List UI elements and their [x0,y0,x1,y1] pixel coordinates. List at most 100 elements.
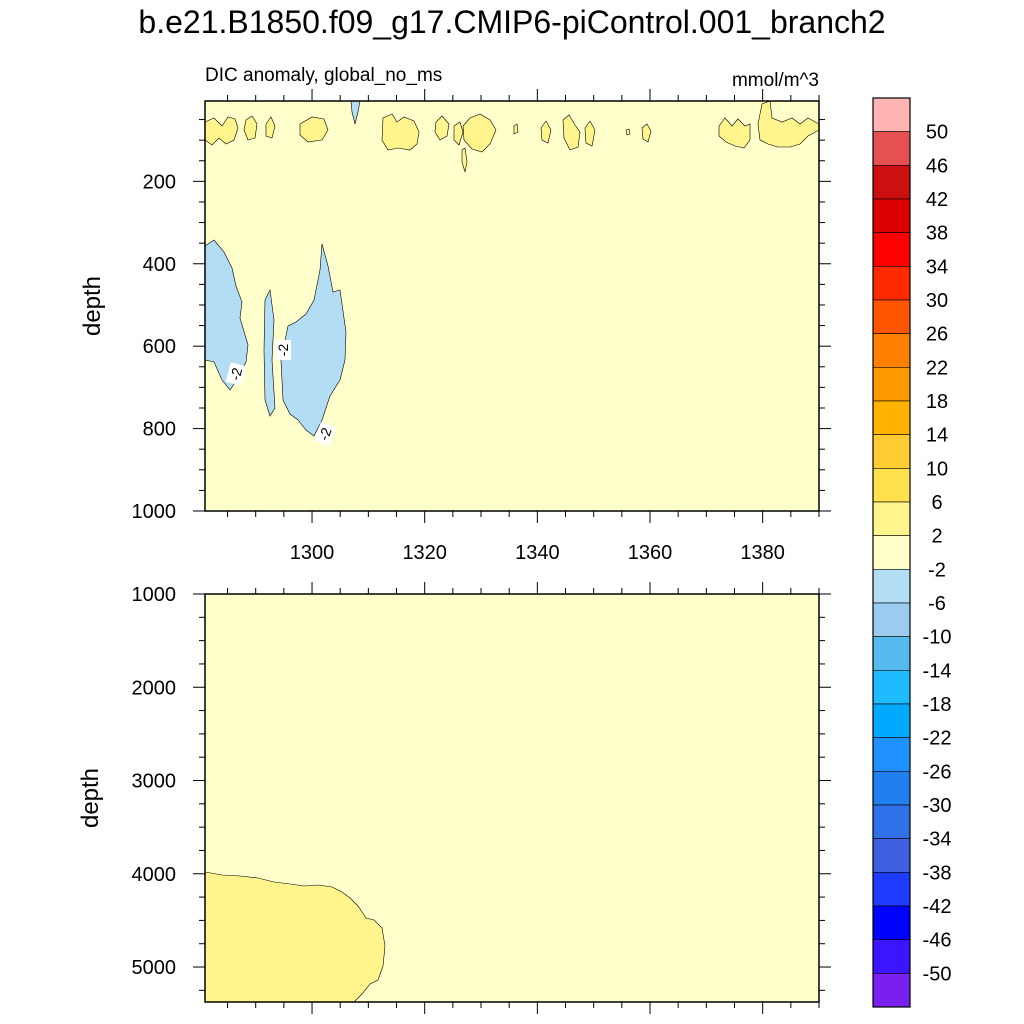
x-tick-label: 1360 [628,542,673,564]
colorbar-swatch [872,501,911,536]
upper-left-label: DIC anomaly, global_no_ms [205,65,442,86]
colorbar-label: -42 [923,896,952,918]
contour-label-2: -2 [275,340,291,360]
contour-pos-13 [584,120,596,147]
x-tick-label: 1380 [740,542,785,564]
colorbar-swatch [872,232,911,267]
contour-pos-8 [462,113,497,153]
contour-pos-10 [513,123,519,135]
colorbar-swatch [872,602,911,637]
colorbar-frame [872,97,911,1008]
svg-text:-2: -2 [227,366,246,382]
colorbar-label: -10 [923,627,952,649]
colorbar-swatch [872,569,911,604]
colorbar-swatch [872,367,911,402]
svg-text:-2: -2 [275,344,291,357]
colorbar-swatch [872,804,911,839]
contour-pos-2 [243,115,258,141]
upper-y-tick-label: 200 [143,171,176,193]
lower-y-tick-label: 5000 [132,957,177,979]
colorbar-swatch [872,97,911,132]
colorbar-swatch [872,670,911,705]
contour-label-1: -2 [225,362,247,386]
colorbar-label: 10 [926,458,948,480]
upper-y-tick-label: 600 [143,336,176,358]
colorbar-swatch [872,872,911,907]
chart-title: b.e21.B1850.f09_g17.CMIP6-piControl.001_… [138,4,886,40]
contour-pos-5 [381,113,420,151]
upper-contour-labels: -2 -2 -2 [225,340,336,447]
colorbar-swatch [872,771,911,806]
colorbar-label: 22 [926,357,948,379]
upper-negative-contours [204,100,361,437]
colorbar-swatch [872,131,911,166]
contour-pos-9 [461,147,468,173]
colorbar-swatch [872,905,911,940]
contour-pos-11 [540,120,552,144]
upper-positive-contours [204,100,820,173]
colorbar-label: 50 [926,122,948,144]
colorbar-label: 18 [926,391,948,413]
lower-axis-labels: 1000 2000 3000 4000 5000 [132,584,177,979]
colorbar-label: 2 [931,526,942,548]
contour-pos-4 [299,116,329,143]
colorbar-label: 42 [926,189,948,211]
colorbar-swatch [872,468,911,503]
lower-positive-contour [204,871,386,1003]
colorbar-label: 30 [926,290,948,312]
upper-ylabel: depth [79,276,106,336]
lower-ylabel: depth [77,768,104,828]
contour-pos-15 [641,123,652,143]
x-tick-label: 1320 [402,542,447,564]
contour-pos-14 [625,128,631,136]
colorbar-label: -46 [923,930,952,952]
colorbar-label: -2 [928,559,946,581]
contour-neg-2 [263,288,276,417]
colorbar-label: 6 [931,492,942,514]
colorbar: 50 46 42 38 34 30 26 22 18 14 10 6 2 -2 -6 -10 -14 -18 -22… [872,97,952,1008]
colorbar-swatch [872,703,911,738]
contour-neg-1 [204,239,249,391]
colorbar-swatch [872,636,911,671]
colorbar-label: 26 [926,324,948,346]
upper-axis-labels: 1300 1320 1340 1360 1380 200 400 600 800 1000 [132,171,785,564]
lower-plot-frame [204,593,820,1003]
colorbar-label: -34 [923,829,952,851]
colorbar-swatch [872,165,911,200]
upper-y-tick-label: 800 [143,419,176,441]
colorbar-label: 46 [926,155,948,177]
colorbar-label: -18 [923,694,952,716]
contour-pos-7 [453,121,464,146]
colorbar-label: -22 [923,728,952,750]
upper-y-tick-label: 1000 [132,501,177,523]
lower-axis-ticks [193,582,831,1014]
lower-y-tick-label: 4000 [132,864,177,886]
contour-pos-3 [265,116,276,139]
colorbar-swatch [872,333,911,368]
lower-y-tick-label: 2000 [132,677,177,699]
upper-right-label: mmol/m^3 [732,70,819,91]
colorbar-swatch [872,939,911,974]
contour-pos-6 [434,115,450,141]
colorbar-label: -50 [923,963,952,985]
colorbar-swatch [872,198,911,233]
colorbar-label: -6 [928,593,946,615]
lower-y-tick-label: 1000 [132,584,177,606]
lower-y-tick-label: 3000 [132,771,177,793]
colorbar-label: -30 [923,795,952,817]
x-tick-label: 1300 [290,542,335,564]
colorbar-label: 14 [926,425,948,447]
colorbar-swatch [872,434,911,469]
lower-panel: 1000 2000 3000 4000 5000 depth [77,582,831,1014]
contour-neg-3 [280,243,347,437]
colorbar-swatch [872,838,911,873]
upper-background-fill [205,101,819,511]
contour-pos-12 [562,114,581,151]
colorbar-swatch [872,266,911,301]
colorbar-label: -38 [923,862,952,884]
contour-label-3: -2 [314,421,336,447]
upper-plot-frame [204,100,820,512]
upper-axis-ticks [193,89,831,523]
colorbar-swatch [872,737,911,772]
